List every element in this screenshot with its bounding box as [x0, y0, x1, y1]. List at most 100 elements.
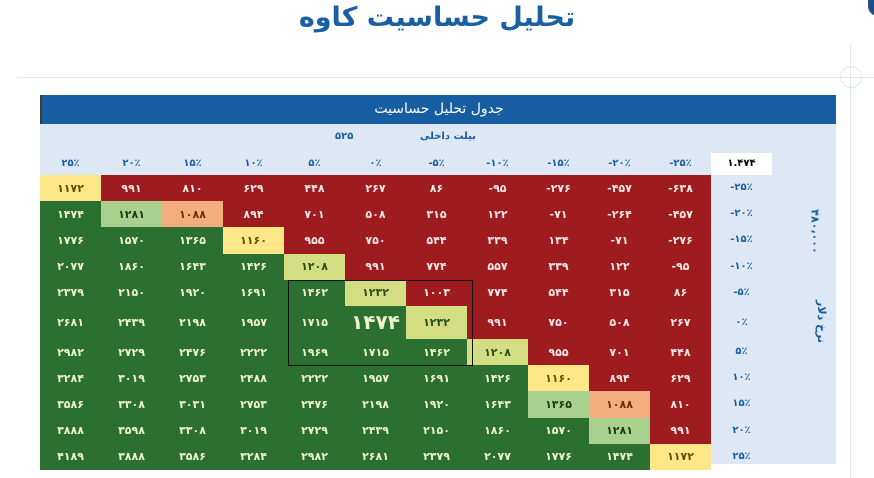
table-cell[interactable]: ۱۶۴۳ [162, 253, 223, 280]
table-cell[interactable]: -۹۵ [650, 253, 711, 280]
table-cell[interactable]: ۳۰۳۱ [162, 391, 223, 418]
table-cell[interactable]: ۳۱۵ [589, 279, 650, 306]
table-cell[interactable]: ۱۷۱۵ [284, 305, 345, 339]
table-cell[interactable]: ۲۱۵۰ [101, 279, 162, 306]
table-cell[interactable]: ۳۵۸۶ [40, 391, 101, 418]
table-cell[interactable]: ۲۲۲۲ [284, 365, 345, 392]
table-cell[interactable]: ۳۸۸۸ [40, 417, 101, 444]
table-cell[interactable]: -۲۷۶ [528, 175, 589, 202]
table-cell[interactable]: ۸۹۴ [589, 365, 650, 392]
table-cell[interactable]: ۸۶ [406, 175, 467, 202]
table-cell[interactable]: ۳۵۸۶ [162, 443, 223, 470]
table-cell[interactable]: ۱۳۶۵ [528, 391, 589, 418]
table-cell[interactable]: ۴۴۸ [284, 175, 345, 202]
table-cell[interactable]: ۲۲۲۲ [223, 338, 284, 366]
table-cell[interactable]: ۲۱۹۸ [162, 305, 223, 339]
table-cell[interactable]: -۴۵۷ [650, 201, 711, 228]
table-cell[interactable]: ۱۲۳۲ [345, 279, 406, 306]
table-cell[interactable]: ۳۲۸۴ [223, 443, 284, 470]
table-cell[interactable]: ۲۱۵۰ [406, 417, 467, 444]
table-cell[interactable]: ۹۹۱ [650, 417, 711, 444]
table-cell[interactable]: ۱۴۷۴ [589, 443, 650, 470]
table-cell[interactable]: ۲۰۷۷ [467, 443, 528, 470]
table-cell[interactable]: ۷۰۱ [589, 338, 650, 366]
table-cell[interactable]: ۸۱۰ [650, 391, 711, 418]
table-cell[interactable]: ۲۶۸۱ [40, 305, 101, 339]
table-cell[interactable]: -۹۵ [467, 175, 528, 202]
table-cell[interactable]: ۱۸۶۰ [101, 253, 162, 280]
table-cell[interactable]: ۴۴۸ [650, 338, 711, 366]
table-cell[interactable]: ۱۱۷۲ [40, 175, 101, 202]
table-cell[interactable]: ۱۴۲۶ [467, 365, 528, 392]
table-cell[interactable]: ۲۶۸۱ [345, 443, 406, 470]
table-cell[interactable]: ۶۲۹ [650, 365, 711, 392]
table-cell[interactable]: ۹۵۵ [284, 227, 345, 254]
table-cell[interactable]: ۲۴۷۶ [162, 338, 223, 366]
table-cell[interactable]: ۱۴۶۲ [406, 338, 467, 366]
table-cell[interactable]: ۱۹۶۹ [284, 338, 345, 366]
table-cell[interactable]: ۵۵۷ [467, 253, 528, 280]
table-cell[interactable]: ۱۲۲ [589, 253, 650, 280]
table-cell[interactable]: ۱۳۴ [528, 227, 589, 254]
table-cell[interactable]: ۱۴۲۶ [223, 253, 284, 280]
table-cell[interactable]: ۱۱۶۰ [528, 365, 589, 392]
table-cell[interactable]: ۱۳۶۵ [162, 227, 223, 254]
table-cell[interactable]: ۷۷۴ [467, 279, 528, 306]
table-cell[interactable]: ۲۶۷ [345, 175, 406, 202]
table-cell[interactable]: -۲۶۴ [589, 201, 650, 228]
table-cell[interactable]: ۱۲۰۸ [284, 253, 345, 280]
table-cell[interactable]: ۱۲۰۸ [467, 338, 528, 366]
table-cell[interactable]: ۳۵۹۸ [101, 417, 162, 444]
table-cell[interactable]: ۱۷۷۶ [40, 227, 101, 254]
table-cell[interactable]: ۲۰۷۷ [40, 253, 101, 280]
table-cell[interactable]: ۲۱۹۸ [345, 391, 406, 418]
table-cell[interactable]: -۷۱ [528, 201, 589, 228]
table-cell[interactable]: ۹۹۱ [101, 175, 162, 202]
table-cell[interactable]: -۷۱ [589, 227, 650, 254]
table-cell[interactable]: ۲۹۸۲ [284, 443, 345, 470]
table-cell[interactable]: ۱۹۵۷ [345, 365, 406, 392]
table-cell[interactable]: ۸۹۴ [223, 201, 284, 228]
table-cell[interactable]: ۱۹۵۷ [223, 305, 284, 339]
table-cell[interactable]: ۱۷۱۵ [345, 338, 406, 366]
table-cell[interactable]: ۳۸۸۸ [101, 443, 162, 470]
table-cell[interactable]: ۱۹۲۰ [406, 391, 467, 418]
table-cell[interactable]: ۳۱۵ [406, 201, 467, 228]
table-cell[interactable]: ۵۰۸ [589, 305, 650, 339]
table-cell[interactable]: ۱۰۰۳ [406, 279, 467, 306]
table-cell[interactable]: -۴۵۷ [589, 175, 650, 202]
table-cell[interactable]: ۱۵۷۰ [528, 417, 589, 444]
table-cell[interactable]: ۲۴۸۸ [223, 365, 284, 392]
table-cell[interactable]: ۲۷۲۹ [101, 338, 162, 366]
table-cell[interactable]: ۴۱۸۹ [40, 443, 101, 470]
table-cell[interactable]: ۶۲۹ [223, 175, 284, 202]
table-cell[interactable]: -۶۳۸ [650, 175, 711, 202]
table-cell[interactable]: ۵۴۴ [528, 279, 589, 306]
table-cell[interactable]: ۱۶۴۳ [467, 391, 528, 418]
table-cell[interactable]: ۷۵۰ [345, 227, 406, 254]
table-cell[interactable]: ۸۶ [650, 279, 711, 306]
table-cell[interactable]: ۲۷۵۳ [223, 391, 284, 418]
table-cell[interactable]: ۱۰۸۸ [589, 391, 650, 418]
table-cell[interactable]: ۹۹۱ [345, 253, 406, 280]
table-cell[interactable]: ۱۶۹۱ [223, 279, 284, 306]
table-cell[interactable]: ۳۰۱۹ [101, 365, 162, 392]
table-cell[interactable]: ۱۴۶۲ [284, 279, 345, 306]
table-cell[interactable]: ۳۲۸۴ [40, 365, 101, 392]
table-cell[interactable]: ۹۵۵ [528, 338, 589, 366]
table-cell[interactable]: ۹۹۱ [467, 305, 528, 339]
table-cell[interactable]: ۱۰۸۸ [162, 201, 223, 228]
table-cell[interactable]: ۱۲۸۱ [101, 201, 162, 228]
table-cell[interactable]: ۱۱۷۲ [650, 443, 711, 470]
table-cell[interactable]: ۷۷۴ [406, 253, 467, 280]
table-cell[interactable]: ۱۶۹۱ [406, 365, 467, 392]
table-cell[interactable]: ۲۶۷ [650, 305, 711, 339]
table-cell[interactable]: ۳۳۹ [528, 253, 589, 280]
table-cell[interactable]: ۲۹۸۲ [40, 338, 101, 366]
table-cell[interactable]: ۷۵۰ [528, 305, 589, 339]
table-cell[interactable]: ۲۷۵۳ [162, 365, 223, 392]
table-cell[interactable]: ۱۹۲۰ [162, 279, 223, 306]
table-cell[interactable]: ۱۸۶۰ [467, 417, 528, 444]
table-cell[interactable]: ۲۳۷۹ [406, 443, 467, 470]
table-cell[interactable]: ۱۲۳۲ [406, 305, 467, 339]
